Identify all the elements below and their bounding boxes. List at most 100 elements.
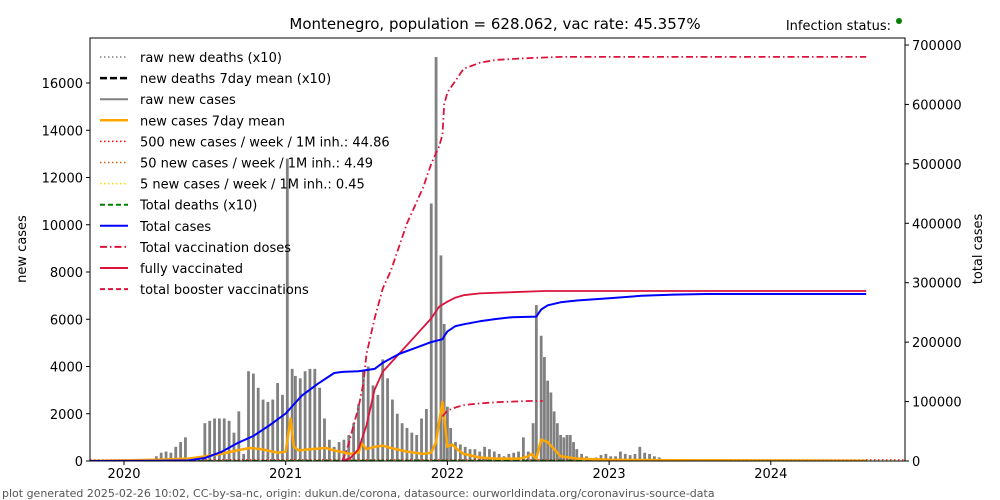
x-tick-label: 2024 [754, 467, 787, 482]
bar-raw-new-cases [232, 432, 236, 461]
bar-raw-new-cases [454, 442, 457, 461]
bar-raw-new-cases [559, 435, 562, 461]
bar-raw-new-cases [652, 456, 656, 461]
bar-raw-new-cases [276, 383, 280, 461]
bar-raw-new-cases [247, 371, 250, 461]
y-right-tick-label: 700000 [912, 39, 962, 54]
bar-raw-new-cases [552, 411, 556, 461]
bar-raw-new-cases [638, 446, 642, 461]
y-left-tick-label: 10000 [42, 219, 83, 234]
bar-raw-new-cases [361, 371, 365, 461]
plot-frame [89, 37, 906, 462]
bar-raw-new-cases [313, 368, 317, 461]
bar-raw-new-cases [604, 453, 608, 461]
bar-raw-new-cases [298, 378, 302, 461]
bar-raw-new-cases [357, 404, 360, 461]
legend-label: 50 new cases / week / 1M inh.: 4.49 [140, 157, 373, 172]
bar-raw-new-cases [628, 455, 632, 461]
bar-raw-new-cases [442, 323, 446, 461]
bar-raw-new-cases [352, 423, 356, 461]
bar-raw-new-cases [599, 455, 603, 461]
bar-raw-new-cases [517, 451, 520, 461]
bar-raw-new-cases [203, 423, 207, 461]
y-right-tick-label: 600000 [912, 98, 962, 113]
bar-raw-new-cases [555, 423, 559, 461]
bar-raw-new-cases [549, 392, 553, 461]
bar-raw-new-cases [323, 418, 326, 461]
bar-raw-new-cases [395, 413, 399, 461]
bar-raw-new-cases [420, 418, 423, 461]
bar-raw-new-cases [580, 453, 584, 461]
bar-raw-new-cases [512, 452, 516, 461]
infection-status-label: Infection status: [786, 19, 891, 34]
legend-label: 500 new cases / week / 1M inh.: 44.86 [140, 135, 390, 150]
x-tick-label: 2023 [593, 467, 626, 482]
bar-raw-new-cases [565, 435, 569, 461]
bar-raw-new-cases [521, 437, 525, 461]
bar-raw-new-cases [342, 439, 346, 461]
bar-raw-new-cases [237, 411, 241, 461]
bar-raw-new-cases [446, 406, 449, 461]
x-tick-label: 2022 [431, 467, 464, 482]
bar-raw-new-cases [488, 449, 491, 461]
chart-title: Montenegro, population = 628.062, vac ra… [289, 15, 700, 33]
y-left-tick-label: 8000 [50, 266, 83, 281]
line-fully-vaccinated [341, 290, 867, 461]
bar-raw-new-cases [572, 442, 575, 461]
bar-raw-new-cases [308, 368, 312, 461]
bar-raw-new-cases [222, 418, 226, 461]
legend-label: Total vaccination doses [139, 241, 291, 256]
bar-raw-new-cases [633, 453, 637, 461]
x-tick-label: 2021 [269, 467, 302, 482]
bar-raw-new-cases [410, 432, 414, 461]
legend-label: total booster vaccinations [140, 283, 309, 298]
bar-raw-new-cases [266, 401, 270, 461]
bar-raw-new-cases [386, 378, 389, 461]
bar-raw-new-cases [400, 423, 404, 461]
y-axis-right-label: total cases [971, 214, 986, 285]
bar-raw-new-cases [492, 451, 496, 461]
y-right-tick-label: 200000 [912, 336, 962, 351]
legend: raw new deaths (x10) new deaths 7day mean… [100, 51, 390, 298]
bar-raw-new-cases [568, 435, 572, 461]
bar-raw-new-cases [543, 357, 546, 461]
bar-raw-new-cases [251, 373, 255, 461]
bar-raw-new-cases [281, 394, 284, 461]
footer-credit: plot generated 2025-02-26 10:02, CC-by-s… [2, 487, 715, 500]
legend-label: new cases 7day mean [140, 114, 285, 129]
y-left-tick-label: 6000 [50, 313, 83, 328]
bar-raw-new-cases [184, 437, 187, 461]
y-axis-right: 0 100000 200000 300000 400000 500000 600000 700… [905, 39, 962, 470]
bar-raw-new-cases [531, 423, 535, 461]
legend-label: Total deaths (x10) [139, 199, 257, 214]
bar-raw-new-cases [434, 57, 438, 461]
y-left-tick-label: 16000 [42, 77, 83, 92]
bar-raw-new-cases [242, 453, 246, 461]
y-axis-left-label: new cases [15, 215, 30, 283]
bar-raw-new-cases [391, 399, 394, 461]
x-axis: 2020 2021 2022 2023 2024 [107, 461, 787, 482]
line-new-cases-7day-mean [90, 400, 867, 461]
bar-raw-new-cases [290, 368, 294, 461]
bar-raw-new-cases [271, 399, 275, 461]
bar-raw-new-cases [208, 420, 212, 461]
legend-label: raw new cases [140, 93, 236, 108]
bar-raw-new-cases [174, 446, 178, 461]
bar-raw-new-cases [546, 380, 550, 461]
bar-raw-new-cases [303, 371, 307, 461]
bar-raw-new-cases [285, 158, 289, 461]
bar-raw-new-cases [294, 375, 297, 461]
bar-raw-new-cases [179, 442, 182, 461]
bar-raw-new-cases [575, 449, 579, 461]
bar-raw-new-cases [429, 203, 433, 461]
bar-raw-new-cases [227, 420, 231, 461]
y-right-tick-label: 100000 [912, 396, 962, 411]
bar-raw-new-cases [318, 387, 322, 461]
bar-raw-new-cases [159, 452, 163, 461]
bar-raw-new-cases [473, 449, 477, 461]
legend-label: new deaths 7day mean (x10) [140, 72, 331, 87]
bar-raw-new-cases [169, 452, 173, 461]
bar-raw-new-cases [483, 446, 486, 461]
y-right-tick-label: 300000 [912, 277, 962, 292]
